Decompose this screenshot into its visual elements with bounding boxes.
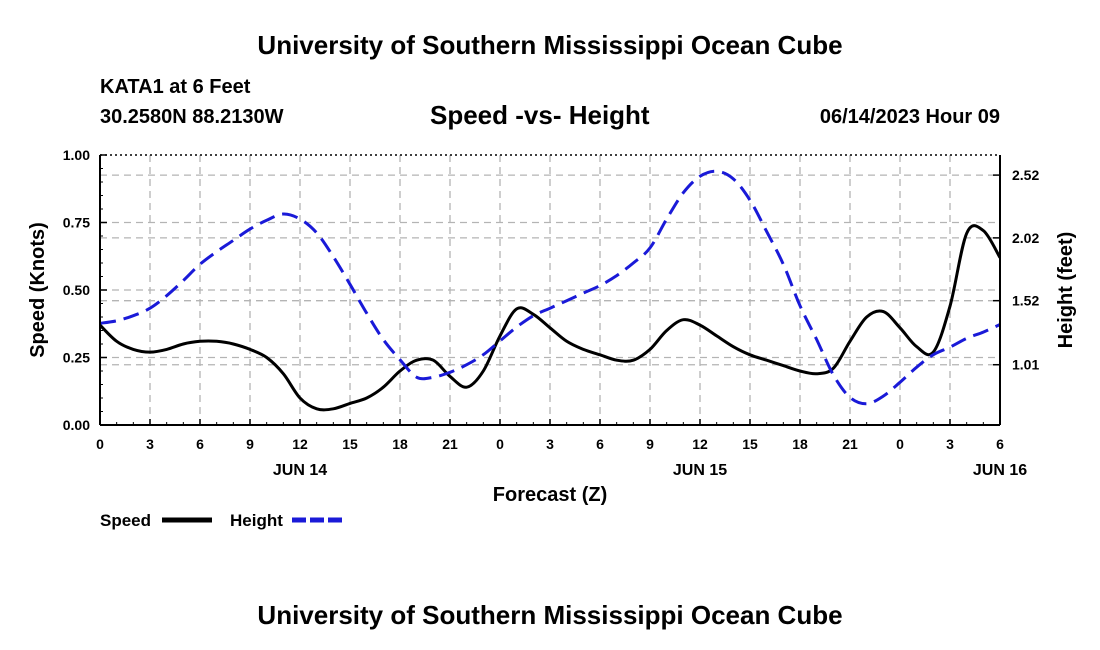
x-tick-label: 15 bbox=[342, 436, 358, 452]
left-axis-title: Speed (Knots) bbox=[27, 222, 49, 358]
coordinates-label: 30.2580N 88.2130W bbox=[100, 106, 284, 128]
legend-label-height: Height bbox=[230, 511, 283, 530]
x-tick-label: 6 bbox=[196, 436, 204, 452]
x-tick-label: 3 bbox=[146, 436, 154, 452]
right-tick-label: 2.02 bbox=[1012, 230, 1039, 246]
legend: Speed Height bbox=[100, 511, 342, 530]
x-axis-title: Forecast (Z) bbox=[493, 484, 607, 506]
grid-lines bbox=[100, 155, 1000, 425]
right-tick-label: 2.52 bbox=[1012, 167, 1039, 183]
date-label: JUN 14 bbox=[273, 462, 327, 479]
forecast-datetime: 06/14/2023 Hour 09 bbox=[819, 106, 1000, 128]
series-lines bbox=[100, 169, 1000, 412]
x-tick-label: 18 bbox=[392, 436, 408, 452]
left-tick-label: 0.00 bbox=[63, 417, 90, 433]
x-tick-label: 21 bbox=[842, 436, 858, 452]
x-tick-label: 3 bbox=[546, 436, 554, 452]
station-label: KATA1 at 6 Feet bbox=[100, 76, 251, 98]
x-tick-label: 12 bbox=[292, 436, 308, 452]
axis-labels: 0 3 6 9 12 15 18 21 0 3 6 9 12 15 18 21 0 3 6 0.00 0.25 0.50 0… bbox=[27, 147, 1077, 506]
legend-label-speed: Speed bbox=[100, 511, 151, 530]
x-tick-label: 6 bbox=[996, 436, 1004, 452]
x-tick-label: 9 bbox=[646, 436, 654, 452]
x-tick-label: 0 bbox=[896, 436, 904, 452]
x-tick-label: 21 bbox=[442, 436, 458, 452]
series-line-speed bbox=[100, 224, 1000, 412]
date-label: JUN 15 bbox=[673, 462, 727, 479]
x-tick-label: 0 bbox=[96, 436, 104, 452]
x-tick-label: 15 bbox=[742, 436, 758, 452]
x-tick-label: 12 bbox=[692, 436, 708, 452]
date-label: JUN 16 bbox=[973, 462, 1027, 479]
right-tick-label: 1.52 bbox=[1012, 293, 1039, 309]
x-tick-label: 9 bbox=[246, 436, 254, 452]
chart-subtitle: Speed -vs- Height bbox=[430, 100, 650, 130]
x-tick-label: 6 bbox=[596, 436, 604, 452]
page-title: University of Southern Mississippi Ocean… bbox=[257, 30, 843, 60]
x-tick-label: 18 bbox=[792, 436, 808, 452]
right-axis-title: Height (feet) bbox=[1055, 232, 1077, 349]
x-tick-label: 0 bbox=[496, 436, 504, 452]
left-tick-label: 0.75 bbox=[63, 215, 90, 231]
right-tick-label: 1.01 bbox=[1012, 357, 1039, 373]
left-tick-label: 0.25 bbox=[63, 350, 90, 366]
left-tick-label: 0.50 bbox=[63, 282, 90, 298]
left-tick-label: 1.00 bbox=[63, 147, 90, 163]
axes bbox=[99, 154, 1001, 426]
footer-title: University of Southern Mississippi Ocean… bbox=[257, 600, 843, 630]
series-line-height bbox=[100, 169, 1000, 406]
x-tick-label: 3 bbox=[946, 436, 954, 452]
